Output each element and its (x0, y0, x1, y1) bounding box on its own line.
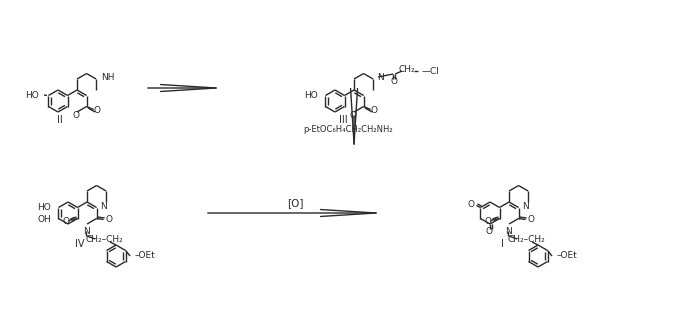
Text: –OEt: –OEt (557, 252, 578, 260)
Text: O: O (468, 200, 475, 209)
Text: N: N (101, 202, 107, 211)
Text: O: O (349, 110, 356, 120)
Text: O: O (486, 227, 493, 237)
Text: HO: HO (25, 91, 39, 100)
Text: CH₂: CH₂ (399, 66, 415, 74)
Text: III: III (339, 115, 347, 125)
Text: N: N (83, 226, 90, 236)
Text: IV: IV (76, 239, 85, 249)
Text: I: I (500, 239, 503, 249)
Text: OH: OH (37, 215, 51, 224)
Text: O: O (484, 217, 491, 226)
Text: HO: HO (304, 91, 318, 100)
Text: O: O (391, 78, 398, 86)
Text: —Cl: —Cl (421, 66, 439, 75)
Text: [O]: [O] (287, 198, 303, 208)
Text: O: O (528, 215, 535, 224)
Text: O: O (370, 106, 377, 115)
Text: O: O (93, 106, 100, 115)
Text: N: N (523, 202, 529, 211)
Text: N: N (505, 226, 512, 236)
Text: N: N (377, 73, 384, 82)
Text: CH₂–CH₂: CH₂–CH₂ (85, 234, 123, 244)
Text: NH: NH (101, 73, 115, 81)
Text: O: O (62, 217, 69, 226)
Text: p-EtOC₆H₄CH₂CH₂NH₂: p-EtOC₆H₄CH₂CH₂NH₂ (303, 125, 393, 134)
Text: CH₂–CH₂: CH₂–CH₂ (508, 234, 545, 244)
Text: O: O (73, 110, 80, 120)
Text: HO: HO (37, 203, 51, 211)
Text: II: II (57, 115, 63, 125)
Text: –OEt: –OEt (135, 252, 156, 260)
Text: O: O (106, 215, 113, 224)
